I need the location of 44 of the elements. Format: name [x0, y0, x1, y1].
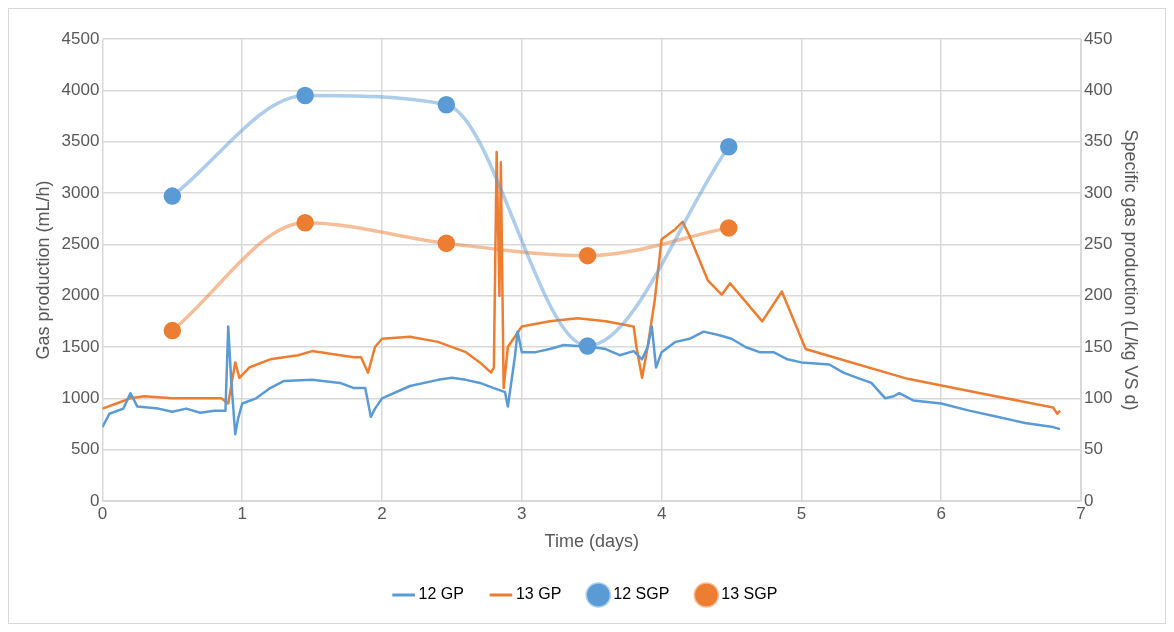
- y2-tick-label: 200: [1084, 285, 1113, 305]
- point: [578, 337, 597, 355]
- y2-tick-label: 350: [1084, 131, 1113, 151]
- y2-tick-label: 300: [1084, 182, 1113, 202]
- y-tick-label: 4500: [61, 28, 100, 48]
- y2-tick-label: 250: [1084, 234, 1113, 254]
- y2-tick-label: 0: [1084, 490, 1094, 510]
- point: [719, 219, 738, 237]
- point: [437, 95, 456, 114]
- point: [163, 321, 182, 340]
- y-axis-title: Gas production (mL/h): [32, 180, 53, 360]
- y2-axis-title: Specific gas production (L/kg VS d): [1121, 129, 1142, 411]
- y-tick-label: 4000: [61, 80, 100, 100]
- y-tick-label: 3000: [61, 182, 100, 202]
- y-tick-label: 2500: [61, 234, 100, 254]
- y2-tick-label: 400: [1084, 80, 1113, 100]
- x-tick-label: 6: [936, 503, 946, 523]
- point: [578, 246, 597, 265]
- y-tick-label: 1000: [61, 388, 100, 408]
- x-tick-label: 1: [237, 503, 247, 523]
- x-tick-label: 5: [796, 503, 807, 523]
- y2-tick-label: 50: [1084, 439, 1103, 459]
- legend-label: 12 GP: [418, 585, 464, 603]
- x-axis-title: Time (days): [544, 531, 639, 552]
- y-tick-label: 3500: [61, 131, 100, 151]
- point: [437, 234, 456, 253]
- x-tick-label: 2: [377, 503, 387, 523]
- point: [296, 86, 314, 105]
- y2-tick-label: 100: [1084, 388, 1113, 408]
- x-tick-label: 3: [517, 503, 527, 523]
- x-tick-label: 7: [1076, 503, 1086, 523]
- legend-label: 13 GP: [515, 585, 562, 603]
- y-tick-label: 2000: [61, 285, 100, 305]
- legend-label: 12 SGP: [613, 585, 670, 603]
- y-tick-label: 0: [89, 490, 100, 510]
- x-tick-label: 4: [656, 503, 667, 523]
- point: [719, 138, 738, 156]
- y-tick-label: 500: [71, 439, 100, 459]
- y2-tick-label: 150: [1084, 336, 1113, 356]
- legend-label: 13 SGP: [721, 585, 778, 603]
- point: [296, 214, 314, 232]
- y2-tick-label: 450: [1084, 28, 1113, 48]
- point: [163, 187, 182, 205]
- y-tick-label: 1500: [61, 336, 100, 356]
